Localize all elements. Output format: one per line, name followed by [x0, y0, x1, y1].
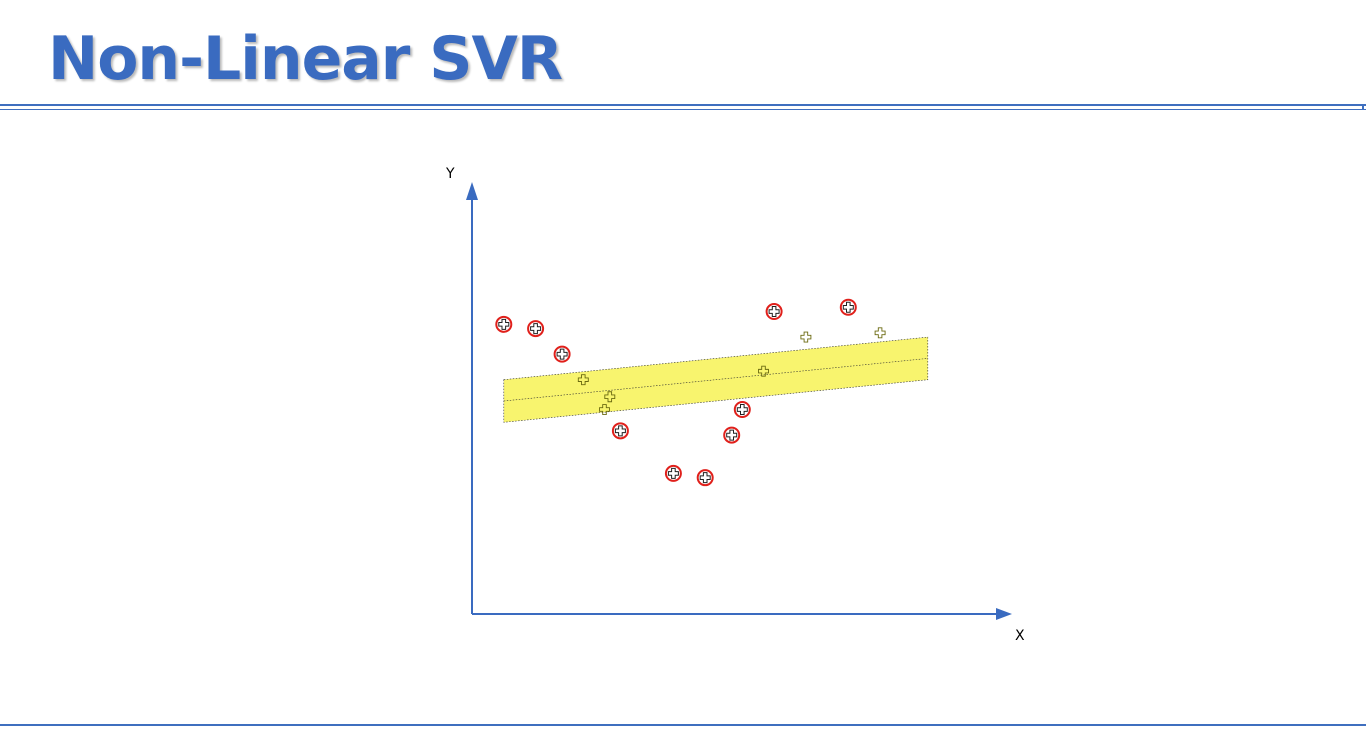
outlier-plus	[498, 318, 510, 330]
title-divider	[0, 104, 1366, 110]
data-points-group	[495, 298, 886, 487]
x-axis-arrow	[996, 608, 1012, 620]
point-inside-tube	[599, 404, 610, 415]
point-outside-tube	[765, 303, 783, 321]
point-outside-tube	[664, 464, 682, 482]
point-inside-tube	[758, 365, 769, 377]
point-inside-tube	[800, 331, 812, 343]
outlier-plus	[736, 404, 748, 416]
point-outside-tube	[527, 320, 545, 338]
point-outside-tube	[553, 345, 571, 363]
outlier-plus	[614, 425, 626, 437]
point-inside-tube	[604, 391, 616, 403]
footer-divider	[0, 724, 1366, 726]
point-outside-tube	[696, 469, 714, 487]
point-outside-tube	[839, 298, 857, 316]
x-axis-label: X	[1015, 628, 1025, 644]
y-axis-label: Y	[445, 166, 455, 182]
outlier-plus	[726, 429, 738, 441]
point-outside-tube	[723, 426, 741, 444]
outlier-plus	[667, 467, 679, 479]
outlier-plus	[530, 323, 542, 335]
outlier-plus	[556, 348, 568, 360]
epsilon-tube-group	[503, 336, 929, 423]
point-inside-tube	[874, 327, 886, 339]
point-outside-tube	[733, 401, 751, 419]
point-outside-tube	[611, 422, 629, 440]
title-divider-end	[1362, 104, 1364, 110]
slide-title: Non-Linear SVR	[48, 24, 563, 94]
regression-line	[503, 358, 928, 402]
outlier-plus	[842, 301, 854, 313]
point-outside-tube	[495, 315, 513, 333]
outlier-plus	[768, 306, 780, 318]
outlier-plus	[699, 472, 711, 484]
axes-group	[466, 182, 1012, 620]
point-inside-tube	[577, 374, 589, 386]
y-axis-arrow	[466, 182, 478, 200]
